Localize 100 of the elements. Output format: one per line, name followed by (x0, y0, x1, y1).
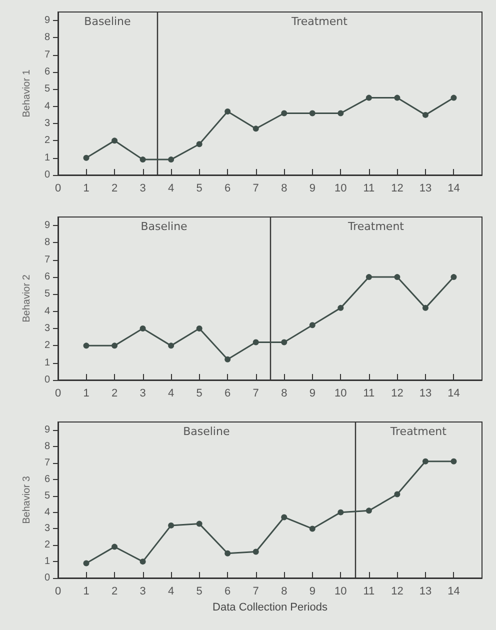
x-tick-label: 11 (363, 182, 375, 194)
x-tick-label: 7 (252, 182, 259, 194)
point (281, 514, 288, 520)
annotation: Baseline (183, 425, 230, 438)
annotation: Treatment (389, 425, 448, 438)
point (83, 560, 90, 566)
x-tick-label: 8 (281, 388, 288, 400)
y-tick-label: 0 (44, 170, 50, 180)
x-tick-label: 10 (334, 388, 347, 400)
x-tick-label: 1 (83, 586, 90, 598)
point (394, 274, 400, 280)
point (224, 108, 231, 115)
point (338, 110, 344, 116)
x-tick-label: 6 (224, 586, 231, 598)
point (422, 304, 428, 311)
point (196, 326, 202, 332)
x-tick-label: 4 (168, 388, 174, 400)
x-tick-label: 6 (224, 388, 231, 400)
point (196, 141, 202, 148)
point (394, 94, 400, 101)
y-tick-label: 9 (44, 15, 50, 26)
y-tick-label: 2 (44, 135, 50, 146)
x-tick-label: 12 (391, 586, 404, 598)
y-tick-label: 7 (44, 458, 50, 469)
point (140, 156, 146, 163)
x-tick-label: 13 (419, 388, 432, 400)
x-tick-label: 14 (448, 388, 460, 400)
x-tick-label: 13 (419, 586, 432, 598)
point (309, 526, 316, 532)
point (224, 356, 231, 362)
x-tick-label: 6 (224, 182, 231, 194)
x-tick-label: 2 (111, 182, 118, 194)
point (422, 458, 428, 464)
point (281, 339, 288, 346)
x-tick-label: 5 (196, 388, 202, 400)
x-tick-label: 0 (54, 182, 62, 194)
x-tick-label: 3 (140, 182, 146, 194)
y-axis-title: Behavior 3 (22, 476, 32, 524)
point (281, 110, 288, 116)
x-tick-label: 0 (54, 586, 62, 598)
x-tick-label: 8 (281, 182, 288, 194)
point (450, 94, 457, 101)
y-tick-label: 1 (44, 152, 50, 164)
y-tick-label: 5 (44, 288, 50, 300)
point (140, 558, 146, 565)
x-tick-label: 3 (140, 388, 146, 400)
x-tick-label: 10 (334, 586, 347, 598)
point (168, 522, 174, 528)
x-tick-label: 11 (363, 388, 375, 400)
point (168, 156, 174, 163)
point (224, 550, 231, 556)
y-tick-label: 3 (44, 523, 50, 534)
point (252, 126, 259, 132)
point (83, 342, 90, 349)
x-tick-label: 7 (252, 388, 259, 400)
point (112, 544, 118, 550)
point (252, 548, 259, 555)
x-tick-label: 14 (448, 182, 460, 194)
annotation: Baseline (140, 220, 188, 233)
point (338, 304, 344, 311)
y-tick-label: 8 (44, 32, 50, 44)
x-tick-label: 1 (83, 182, 90, 194)
y-tick-label: 2 (44, 340, 50, 352)
x-tick-label: 10 (334, 182, 347, 194)
x-tick-label: 9 (309, 388, 316, 400)
annotation: Treatment (347, 220, 405, 233)
y-axis-title: Behavior 2 (22, 274, 32, 322)
y-tick-label: 3 (44, 323, 50, 334)
point (366, 94, 372, 101)
y-tick-label: 7 (44, 254, 50, 266)
y-tick-label: 6 (44, 474, 50, 485)
y-tick-label: 4 (44, 100, 50, 112)
y-tick-label: 4 (44, 306, 50, 317)
annotation: Treatment (290, 15, 348, 28)
point (366, 274, 372, 280)
y-tick-label: 2 (44, 540, 50, 551)
x-tick-label: 2 (111, 388, 118, 400)
x-tick-label: 5 (196, 586, 202, 598)
point (309, 110, 316, 116)
point (112, 342, 118, 349)
x-tick-label: 3 (140, 586, 146, 598)
y-tick-label: 5 (44, 490, 50, 502)
x-tick-label: 13 (419, 182, 432, 194)
y-tick-label: 1 (44, 556, 50, 568)
point (252, 339, 259, 346)
point (112, 138, 118, 144)
y-tick-label: 8 (44, 441, 50, 452)
y-tick-label: 7 (44, 49, 50, 60)
point (83, 154, 90, 161)
point (450, 458, 457, 464)
x-tick-label: 7 (252, 586, 259, 598)
point (394, 491, 400, 498)
y-tick-label: 4 (44, 506, 50, 518)
x-tick-label: 1 (83, 388, 90, 400)
y-tick-label: 3 (44, 118, 50, 130)
point (338, 509, 344, 516)
x-tick-label: 9 (309, 586, 316, 598)
x-tick-label: 4 (168, 586, 174, 598)
point (450, 274, 457, 280)
x-tick-label: 8 (281, 586, 288, 598)
